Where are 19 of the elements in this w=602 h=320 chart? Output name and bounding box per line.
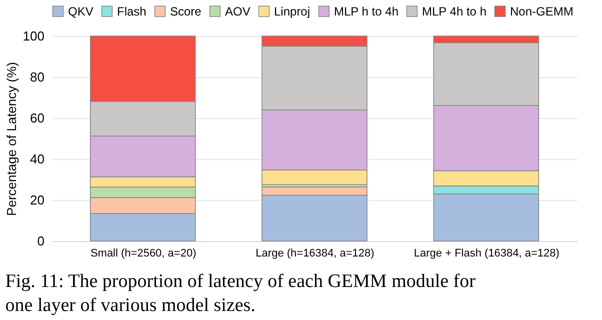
y-tick-label: 0 (37, 234, 44, 248)
legend-label: MLP 4h to h (422, 4, 486, 18)
x-tick-label: Large + Flash (16384, a=128) (414, 248, 560, 260)
legend-label: Non-GEMM (510, 4, 574, 18)
legend-label: AOV (225, 4, 250, 18)
caption: Fig. 11: The proportion of latency of each GEMM module for one layer of various model sizes. (5, 271, 476, 316)
y-tick-label: 20 (30, 192, 44, 208)
y-tick-label: 60 (30, 110, 44, 126)
x-tick-label: Large (h=16384, a=128) (256, 248, 374, 260)
y-tick-label: 40 (30, 152, 44, 166)
x-tick-label: Small (h=2560, a=20) (90, 248, 196, 260)
legend-label: MLP h to 4h (334, 4, 398, 18)
legend-label: Linproj (274, 4, 310, 18)
legend-label: Flash (117, 4, 146, 18)
y-tick-label: 100 (22, 28, 44, 44)
y-axis-title: Percentage of Latency (%) (4, 62, 19, 216)
legend-label: QKV (68, 4, 94, 18)
legend-label: Score (170, 4, 202, 18)
y-tick-label: 80 (30, 70, 44, 84)
